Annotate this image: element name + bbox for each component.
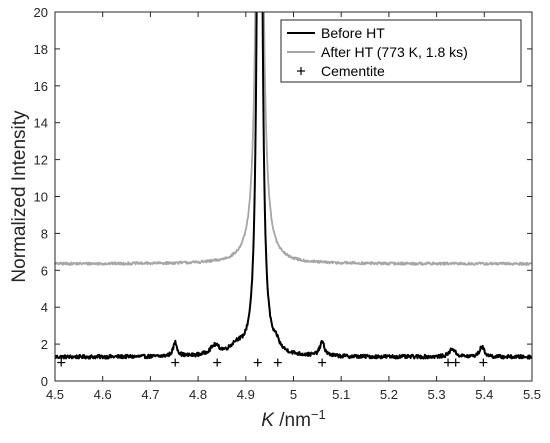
x-tick-label: 5.3: [428, 387, 446, 402]
series-layer: [55, 12, 532, 360]
cementite-marker: [57, 358, 66, 367]
x-tick-label: 5.4: [475, 387, 493, 402]
x-tick-label: 4.9: [237, 387, 255, 402]
x-axis-exponent: −1: [311, 407, 326, 422]
y-tick-label: 10: [34, 190, 48, 205]
x-tick-label: 4.5: [46, 387, 64, 402]
x-tick-label: 5.5: [523, 387, 541, 402]
legend-label: Before HT: [321, 25, 385, 41]
y-tick-label: 0: [41, 374, 48, 389]
cementite-marker: [479, 358, 488, 367]
legend-box: [280, 19, 522, 83]
marker-layer: [57, 358, 488, 367]
cementite-marker: [444, 358, 453, 367]
x-tick-label: 4.7: [141, 387, 159, 402]
y-tick-label: 20: [34, 5, 48, 20]
y-tick-label: 8: [41, 226, 48, 241]
y-tick-label: 2: [41, 337, 48, 352]
cementite-marker: [273, 358, 282, 367]
y-tick-label: 18: [34, 42, 48, 57]
cementite-marker: [253, 358, 262, 367]
legend-entry: Before HT: [287, 25, 385, 41]
y-axis-title: Normalized Intensity: [9, 110, 30, 283]
y-tick-label: 14: [34, 116, 48, 131]
x-axis-unit: /nm: [274, 410, 311, 431]
legend-entry: After HT (773 K, 1.8 ks): [287, 44, 468, 60]
series-line-1: [55, 12, 532, 266]
y-tick-label: 4: [41, 300, 48, 315]
x-tick-label: 4.6: [94, 387, 112, 402]
x-tick-label: 5: [290, 387, 297, 402]
y-tick-label: 12: [34, 153, 48, 168]
legend-entry: Cementite: [297, 63, 385, 79]
cementite-marker: [318, 358, 327, 367]
y-tick-label: 6: [41, 263, 48, 278]
x-tick-label: 5.2: [380, 387, 398, 402]
x-axis-title: K /nm−1: [261, 407, 325, 432]
cementite-marker: [213, 358, 222, 367]
x-tick-label: 5.1: [332, 387, 350, 402]
axes-layer: 4.5 4.6 4.7 4.8 4.9 5 5.1 5.2 5.3 5.4 5.5 0 2 4 6 8 10 12…: [9, 5, 541, 431]
x-axis-symbol: K: [261, 410, 275, 431]
y-tick-label: 16: [34, 79, 48, 94]
legend: Before HT After HT (773 K, 1.8 ks) Cementi…: [280, 19, 522, 83]
cementite-marker: [451, 358, 460, 367]
cementite-marker: [171, 358, 180, 367]
series-line-0: [55, 12, 532, 360]
x-tick-label: 4.8: [189, 387, 207, 402]
legend-label: After HT (773 K, 1.8 ks): [321, 44, 468, 60]
legend-label: Cementite: [321, 63, 385, 79]
